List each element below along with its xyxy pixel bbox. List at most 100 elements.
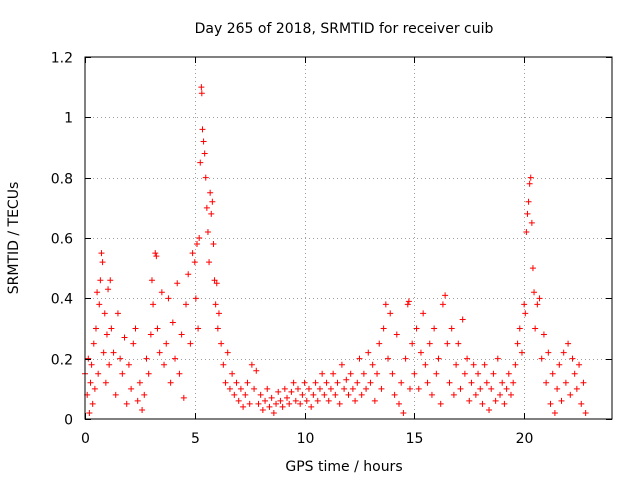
data-point	[560, 349, 567, 356]
data-point	[534, 301, 541, 308]
data-point	[253, 367, 260, 374]
data-point	[523, 228, 530, 235]
chart-title: Day 265 of 2018, SRMTID for receiver cui…	[195, 21, 494, 37]
data-point	[117, 355, 124, 362]
data-point	[415, 385, 422, 392]
data-point	[136, 379, 143, 386]
data-point	[437, 400, 444, 407]
data-point	[308, 403, 315, 410]
data-point	[235, 397, 242, 404]
data-point	[303, 397, 310, 404]
data-point	[281, 385, 288, 392]
data-point	[321, 391, 328, 398]
data-point	[540, 331, 547, 338]
data-point	[455, 340, 462, 347]
data-point	[503, 385, 510, 392]
data-point	[297, 400, 304, 407]
data-point	[161, 361, 168, 368]
data-point	[257, 391, 264, 398]
data-point	[119, 370, 126, 377]
data-point	[98, 250, 105, 257]
data-point	[558, 397, 565, 404]
data-point	[374, 370, 381, 377]
data-point	[270, 409, 277, 416]
data-point	[433, 370, 440, 377]
data-point	[130, 340, 137, 347]
data-point	[389, 370, 396, 377]
data-point	[562, 379, 569, 386]
data-point	[404, 301, 411, 308]
data-point	[442, 292, 449, 299]
data-point	[108, 325, 115, 332]
data-point	[191, 259, 198, 266]
data-point	[380, 325, 387, 332]
y-tick-label: 0.2	[51, 353, 73, 369]
data-point	[481, 361, 488, 368]
data-point	[266, 403, 273, 410]
data-point	[582, 409, 589, 416]
data-point	[525, 198, 532, 205]
data-point	[96, 301, 103, 308]
data-point	[169, 319, 176, 326]
data-point	[417, 349, 424, 356]
data-point	[141, 391, 148, 398]
data-point	[428, 391, 435, 398]
data-point	[459, 316, 466, 323]
data-point	[165, 295, 172, 302]
data-point	[556, 361, 563, 368]
data-point	[277, 397, 284, 404]
data-point	[327, 385, 334, 392]
data-point	[431, 325, 438, 332]
data-point	[240, 403, 247, 410]
data-point	[543, 379, 550, 386]
data-point	[444, 340, 451, 347]
data-point	[551, 409, 558, 416]
data-point	[125, 361, 132, 368]
data-point	[294, 385, 301, 392]
data-point	[413, 325, 420, 332]
data-point	[91, 385, 98, 392]
data-point	[406, 385, 413, 392]
data-point	[143, 355, 150, 362]
data-point	[128, 385, 135, 392]
data-point	[405, 298, 412, 305]
data-point	[411, 370, 418, 377]
data-point	[507, 391, 514, 398]
data-point	[492, 397, 499, 404]
data-point	[486, 406, 493, 413]
data-point	[524, 210, 531, 217]
data-point	[207, 189, 214, 196]
data-point	[475, 370, 482, 377]
data-point	[152, 250, 159, 257]
data-point	[226, 385, 233, 392]
data-point	[102, 379, 109, 386]
data-point	[301, 379, 308, 386]
data-point	[100, 349, 107, 356]
data-point	[154, 325, 161, 332]
data-point	[262, 397, 269, 404]
data-point	[565, 340, 572, 347]
data-point	[204, 228, 211, 235]
data-point	[387, 310, 394, 317]
data-point	[538, 355, 545, 362]
data-point	[305, 385, 312, 392]
data-point	[526, 180, 533, 187]
data-point	[554, 385, 561, 392]
data-point	[248, 361, 255, 368]
data-point	[316, 385, 323, 392]
data-point	[97, 277, 104, 284]
data-point	[210, 241, 217, 248]
data-point	[573, 385, 580, 392]
data-point	[284, 394, 291, 401]
data-point	[212, 301, 219, 308]
data-point	[259, 406, 266, 413]
data-point	[246, 400, 253, 407]
data-point	[334, 379, 341, 386]
data-point	[439, 301, 446, 308]
data-point	[571, 370, 578, 377]
data-point	[488, 385, 495, 392]
data-point	[139, 406, 146, 413]
data-point	[132, 325, 139, 332]
data-point	[94, 289, 101, 296]
